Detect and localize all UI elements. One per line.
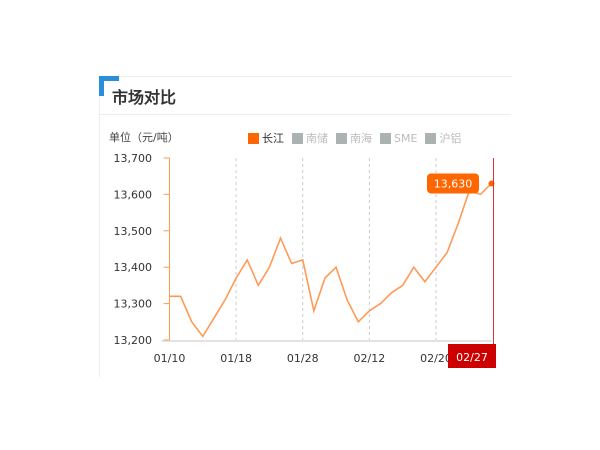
page-title: 市场对比 <box>112 88 177 107</box>
legend-label: 沪铝 <box>439 132 462 145</box>
legend-swatch <box>292 132 303 144</box>
crosshair-date: 02/27 <box>456 351 488 364</box>
legend-label: SME <box>394 131 418 145</box>
title-accent-vertical <box>99 76 104 96</box>
x-tick-label: 02/20 <box>420 352 452 365</box>
legend-label: 南海 <box>350 132 372 145</box>
x-tick-label: 01/28 <box>287 352 319 365</box>
legend-item[interactable]: 南储 <box>292 130 328 146</box>
series-line <box>169 182 493 338</box>
x-tick-label: 02/12 <box>354 352 386 365</box>
legend-swatch <box>380 132 391 144</box>
legend-item[interactable]: SME <box>380 130 417 146</box>
y-axis-label: 单位（元/吨） <box>109 131 179 144</box>
tooltip-box <box>427 173 479 194</box>
x-tick-label: 01/10 <box>154 352 186 365</box>
chart-panel <box>99 76 512 377</box>
title-accent <box>99 76 119 81</box>
y-tick-label: 13,400 <box>114 261 153 274</box>
legend-label: 长江 <box>262 132 284 145</box>
legend-item[interactable]: 沪铝 <box>425 130 461 146</box>
legend: 长江 南储 南海 SME 沪铝 <box>248 130 461 146</box>
crosshair-date-box <box>448 344 496 368</box>
y-tick-label: 13,700 <box>114 152 153 165</box>
legend-swatch <box>248 132 259 144</box>
y-tick-label: 13,500 <box>114 225 153 238</box>
legend-swatch <box>336 132 347 144</box>
y-tick-label: 13,600 <box>114 188 153 201</box>
legend-item[interactable]: 南海 <box>336 130 372 146</box>
legend-swatch <box>425 132 437 144</box>
y-tick-label: 13,300 <box>114 298 153 311</box>
tooltip-value: 13,630 <box>434 177 473 190</box>
x-tick-label: 01/18 <box>220 352 252 365</box>
legend-item[interactable]: 长江 <box>248 130 284 146</box>
divider <box>99 114 511 115</box>
y-tick-label: 13,200 <box>114 334 153 347</box>
legend-label: 南储 <box>306 132 328 145</box>
